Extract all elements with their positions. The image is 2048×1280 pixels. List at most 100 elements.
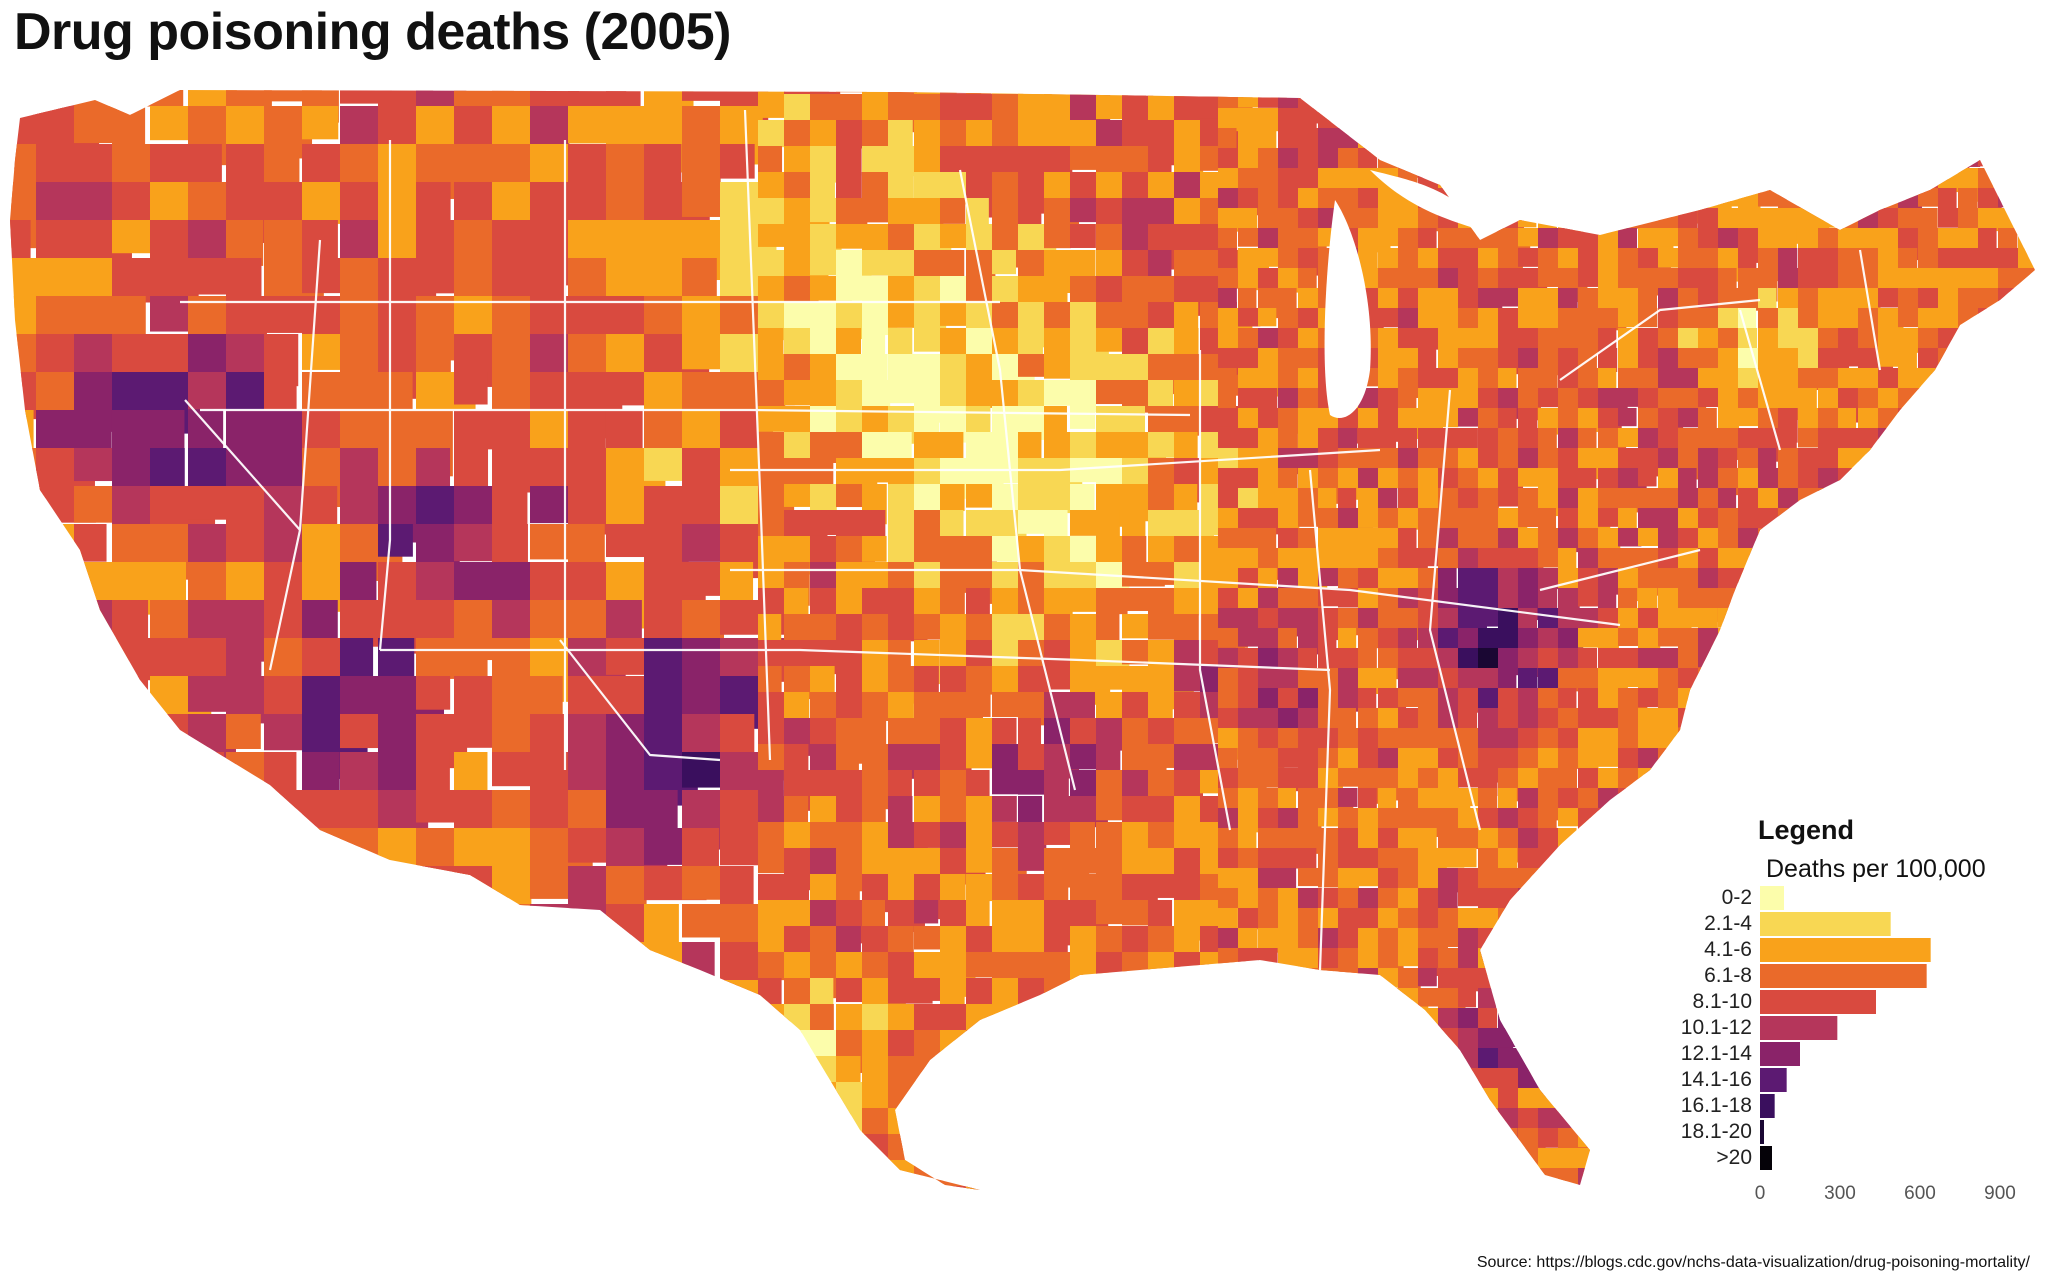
county-cell — [1578, 1128, 1607, 1148]
county-cell — [2018, 328, 2035, 358]
county-cell — [1278, 988, 1311, 1021]
county-cell — [1858, 748, 1880, 768]
county-cell — [1578, 1068, 1613, 1097]
county-cell — [1818, 528, 1839, 550]
county-cell — [1998, 668, 2029, 700]
county-cell — [1378, 108, 1414, 128]
county-cell — [758, 94, 792, 118]
county-cell — [1378, 1168, 1413, 1190]
county-cell — [1798, 728, 1827, 760]
county-cell — [10, 638, 56, 675]
county-cell — [1218, 1168, 1247, 1190]
county-cell — [1998, 648, 2024, 684]
county-cell — [888, 640, 911, 674]
county-cell — [1478, 168, 1497, 187]
county-cell — [1598, 1128, 1631, 1160]
county-cell — [1958, 488, 1983, 508]
county-cell — [10, 790, 52, 836]
county-cell — [1498, 1128, 1518, 1164]
county-cell — [1558, 90, 1586, 109]
county-cell — [1044, 406, 1067, 435]
county-cell — [1518, 908, 1546, 927]
county-cell — [1858, 548, 1885, 581]
county-cell — [454, 448, 489, 492]
county-cell — [1218, 1128, 1253, 1164]
county-cell — [914, 978, 943, 1001]
county-cell — [1958, 148, 1981, 167]
county-cell — [1858, 468, 1881, 489]
county-cell — [1558, 968, 1580, 991]
county-cell — [1878, 528, 1904, 550]
county-cell — [1858, 648, 1892, 668]
county-cell — [888, 432, 912, 465]
county-cell — [302, 1132, 355, 1167]
county-cell — [940, 1134, 979, 1164]
county-cell — [992, 796, 1017, 822]
county-cell — [1958, 728, 1988, 753]
county-cell — [340, 1132, 403, 1190]
county-cell — [1918, 448, 1954, 471]
county-cell — [1200, 146, 1224, 171]
county-cell — [1898, 408, 1932, 435]
county-cell — [1122, 822, 1151, 851]
county-cell — [1122, 1160, 1164, 1190]
county-cell — [1798, 668, 1832, 695]
county-cell — [2038, 1228, 2048, 1250]
county-cell — [1318, 1128, 1338, 1151]
county-cell — [1174, 1212, 1212, 1236]
county-cell — [1258, 90, 1287, 100]
county-cell — [2018, 268, 2035, 304]
county-cell — [1918, 688, 1939, 708]
county-cell — [1858, 708, 1893, 734]
county-cell — [1278, 1028, 1301, 1048]
county-cell — [1218, 388, 1237, 412]
county-cell — [2018, 708, 2035, 737]
county-cell — [1044, 1160, 1086, 1183]
county-cell — [1578, 1228, 1611, 1250]
county-cell — [992, 250, 1017, 275]
county-cell — [1898, 508, 1931, 527]
county-cell — [378, 1132, 416, 1190]
county-cell — [1338, 1148, 1362, 1170]
county-cell — [836, 328, 862, 359]
county-cell — [966, 1056, 1004, 1084]
county-cell — [606, 942, 648, 979]
county-cell — [720, 1056, 767, 1121]
county-cell — [1818, 648, 1846, 677]
county-cell — [1918, 408, 1938, 433]
county-cell — [1578, 848, 1613, 878]
county-cell — [1738, 588, 1774, 618]
county-cell — [530, 1170, 595, 1190]
county-cell — [1758, 168, 1793, 192]
county-cell — [2038, 128, 2048, 151]
county-cell — [720, 1132, 756, 1174]
county-cell — [1898, 568, 1921, 599]
county-cell — [1618, 908, 1651, 936]
county-cell — [74, 942, 113, 998]
county-cell — [1398, 1068, 1425, 1096]
county-cell — [2038, 748, 2048, 782]
county-cell — [1458, 848, 1477, 868]
county-cell — [1978, 568, 2013, 597]
county-cell — [416, 980, 459, 1042]
county-cell — [1638, 188, 1668, 208]
county-cell — [530, 1094, 586, 1155]
county-cell — [1518, 1188, 1553, 1190]
county-cell — [1918, 508, 1945, 531]
county-cell — [74, 258, 115, 297]
county-cell — [1298, 1068, 1323, 1093]
county-cell — [112, 1056, 178, 1108]
county-cell — [1538, 188, 1567, 212]
county-cell — [1658, 768, 1688, 796]
county-cell — [1618, 1068, 1644, 1099]
county-cell — [992, 1134, 1017, 1168]
county-cell — [1578, 168, 1603, 201]
county-cell — [1778, 668, 1803, 690]
county-cell — [1638, 90, 1658, 91]
county-cell — [1898, 668, 1922, 695]
county-cell — [2018, 448, 2035, 476]
county-cell — [1218, 608, 1239, 630]
county-cell — [1018, 1212, 1064, 1238]
county-cell — [1618, 1168, 1651, 1190]
county-cell — [492, 448, 537, 493]
